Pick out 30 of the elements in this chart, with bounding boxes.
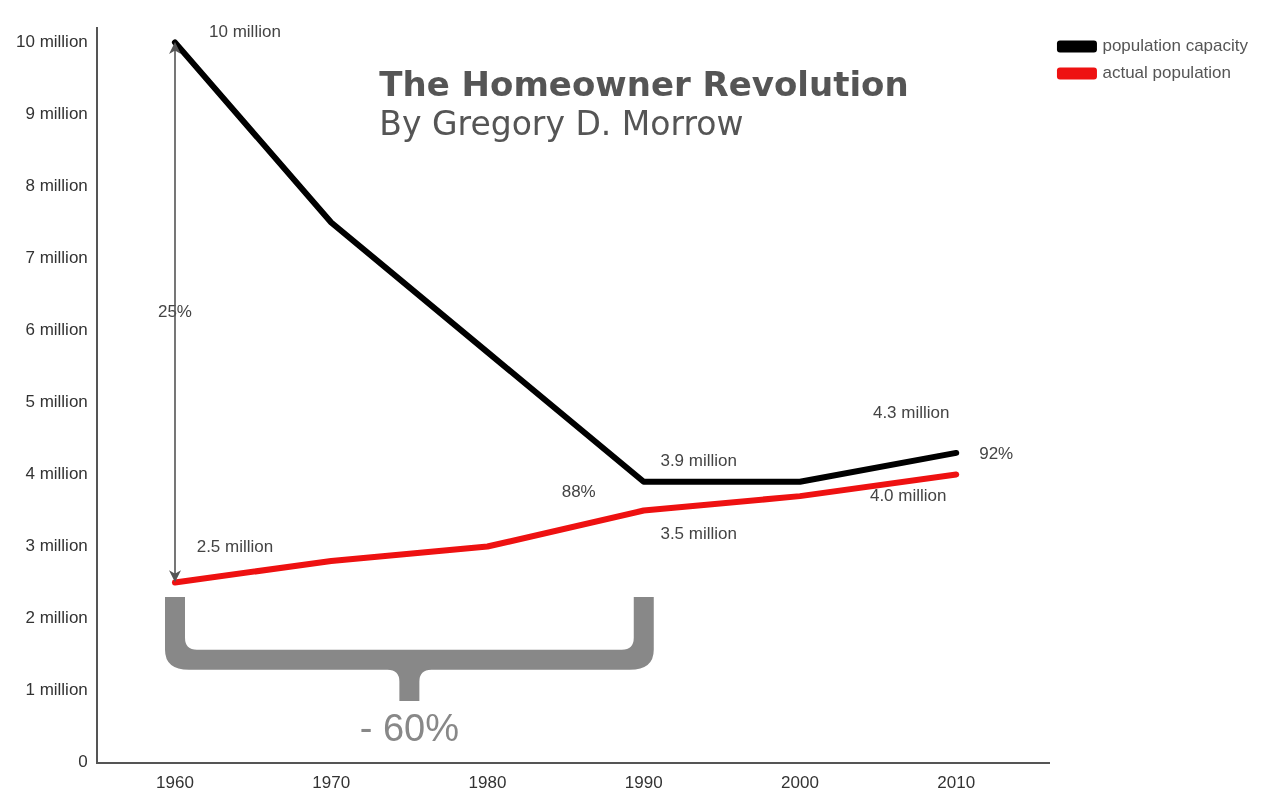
annotation: 92% [979,444,1014,464]
x-tick-label: 2000 [781,773,819,793]
y-tick-label: 3 million [25,536,88,556]
x-tick-label: 2010 [937,773,976,793]
y-tick-label: 8 million [25,176,88,196]
legend-label: actual population [1102,63,1231,83]
x-tick-label: 1970 [312,773,351,793]
y-tick-label: 4 million [25,464,88,484]
annotation: - 60% [359,706,459,749]
annotation: 88% [561,482,596,502]
y-tick-label: 6 million [25,320,88,340]
annotation: 10 million [209,22,281,42]
x-tick-label: 1960 [156,773,194,793]
annotation: 4.3 million [872,402,950,422]
x-tick-label: 1980 [468,773,507,793]
y-tick-label: 9 million [25,104,88,124]
y-tick-label: 1 million [25,680,88,700]
y-tick-label: 2 million [25,608,88,628]
text: The Homeowner Revolution [379,64,909,104]
annotation: 4.0 million [869,486,947,506]
y-tick-label: 0 [78,752,88,772]
y-tick-label: 5 million [25,392,88,412]
annotation: 3.9 million [660,451,737,471]
annotation: 3.5 million [660,524,737,544]
y-tick-label: 10 million [16,32,88,52]
legend-label: population capacity [1102,36,1249,56]
y-tick-label: 7 million [25,248,88,268]
annotation: 2.5 million [196,537,274,557]
x-tick-label: 1990 [624,773,663,793]
text: By Gregory D. Morrow [379,104,745,143]
